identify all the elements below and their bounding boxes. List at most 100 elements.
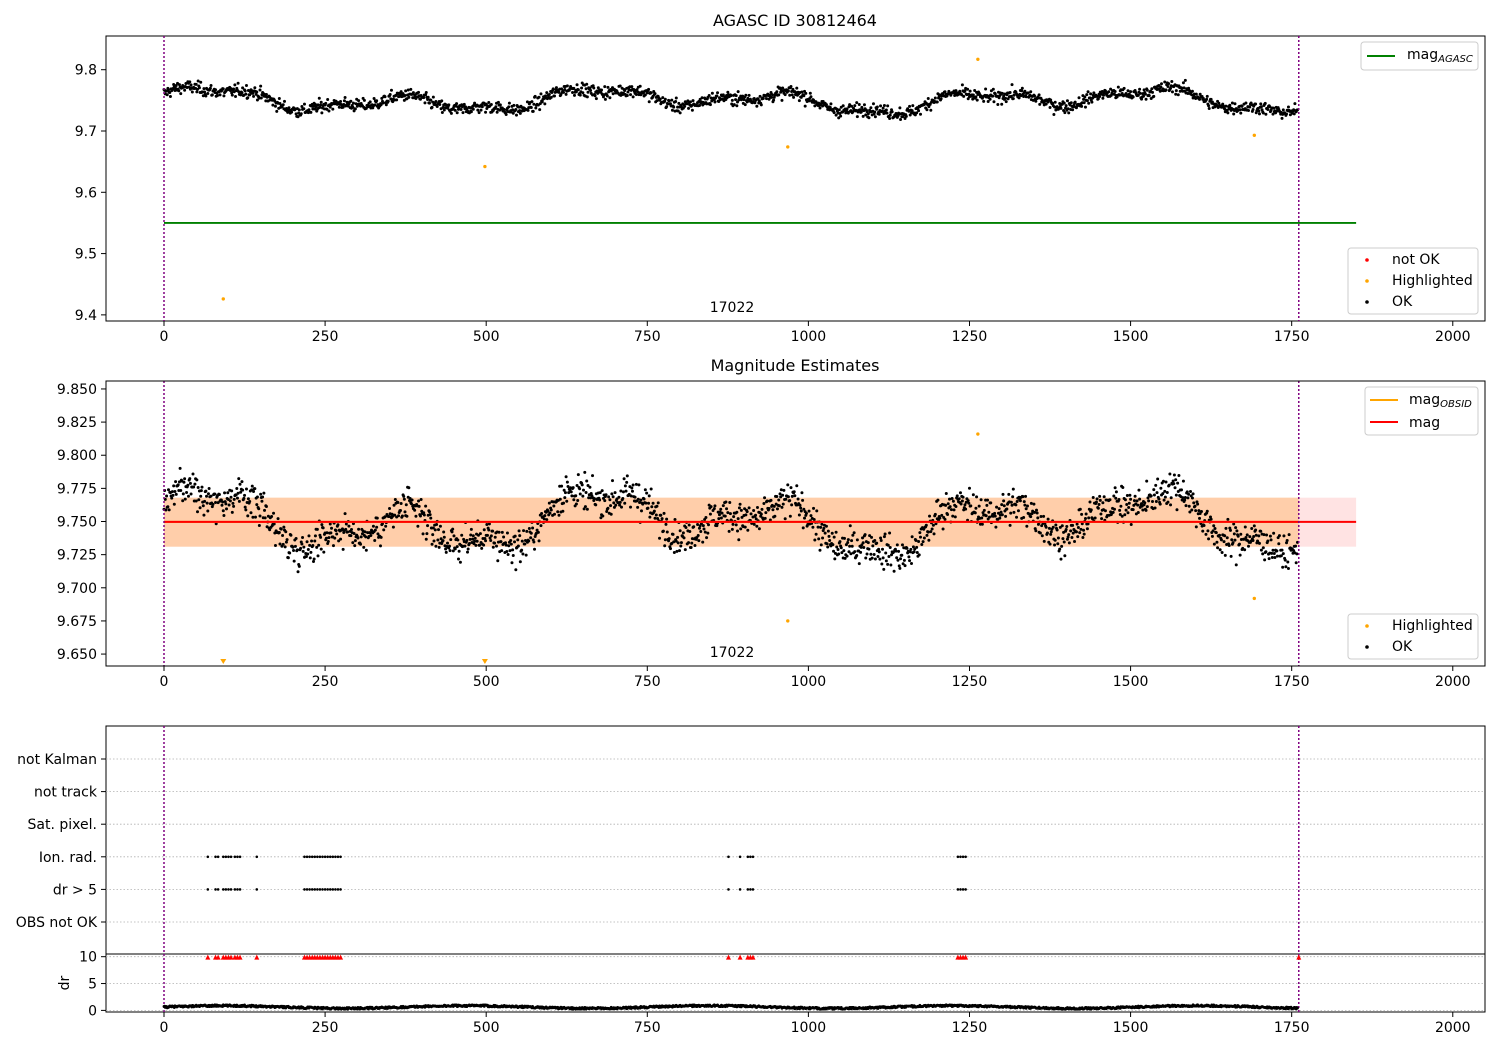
- ok-point: [895, 556, 899, 560]
- ok-point: [982, 99, 986, 103]
- ok-point: [1281, 108, 1285, 112]
- ok-point: [1023, 89, 1027, 93]
- ok-point: [572, 93, 576, 97]
- ok-point: [1083, 516, 1087, 520]
- ok-point: [808, 91, 812, 95]
- ok-point: [588, 86, 592, 90]
- ok-point: [652, 90, 656, 94]
- ok-point: [780, 98, 784, 102]
- ok-point: [232, 497, 236, 501]
- highlighted-point: [976, 57, 980, 61]
- ok-point: [404, 89, 408, 93]
- ok-point: [264, 93, 268, 97]
- ok-point: [754, 517, 758, 521]
- ok-point: [817, 537, 821, 541]
- ok-point: [373, 528, 377, 532]
- legend-label-highlighted: Highlighted: [1392, 618, 1473, 634]
- ok-point: [1132, 499, 1136, 503]
- ok-point: [326, 540, 330, 544]
- legend-lines: magAGASC: [1360, 41, 1479, 71]
- flag-point: [331, 855, 335, 859]
- ok-point: [781, 86, 785, 90]
- ok-point: [1075, 522, 1079, 526]
- ok-point: [608, 96, 612, 100]
- ok-point: [948, 505, 952, 509]
- ok-point: [1123, 498, 1127, 502]
- ok-point: [183, 88, 187, 92]
- ok-point: [384, 524, 388, 528]
- ok-point: [466, 547, 470, 551]
- ok-point: [1052, 113, 1056, 117]
- ok-point: [882, 535, 886, 539]
- ok-point: [1174, 493, 1178, 497]
- ok-point: [1190, 508, 1194, 512]
- ok-point: [981, 511, 985, 515]
- ok-point: [801, 498, 805, 502]
- ok-point: [619, 489, 623, 493]
- ok-point: [353, 539, 357, 543]
- ok-point: [622, 477, 626, 481]
- legend-label-not-ok: not OK: [1392, 252, 1440, 268]
- ok-point: [582, 507, 586, 511]
- ok-point: [933, 512, 937, 516]
- x-tick-label: 1750: [1274, 674, 1310, 690]
- ok-point: [812, 506, 816, 510]
- ok-point: [1049, 530, 1053, 534]
- ok-point: [360, 532, 364, 536]
- ok-point: [199, 494, 203, 498]
- ok-point: [606, 85, 610, 89]
- ok-point: [362, 545, 366, 549]
- ok-point: [504, 543, 508, 547]
- ok-point: [221, 87, 225, 91]
- ok-point: [843, 556, 847, 560]
- ok-point: [315, 527, 319, 531]
- ok-point: [442, 108, 446, 112]
- ok-point: [233, 83, 237, 87]
- ok-point: [689, 546, 693, 550]
- ok-point: [346, 530, 350, 534]
- ok-point: [1280, 548, 1284, 552]
- ok-point: [1152, 488, 1156, 492]
- ok-point: [353, 107, 357, 111]
- ok-point: [165, 494, 169, 498]
- ok-point: [1252, 524, 1256, 528]
- ok-point: [907, 555, 911, 559]
- ok-point: [1012, 510, 1016, 514]
- ok-point: [634, 92, 638, 96]
- ok-point: [231, 501, 235, 505]
- ok-point: [253, 86, 257, 90]
- ok-point: [523, 539, 527, 543]
- highlighted-point: [976, 432, 980, 436]
- ok-point: [463, 544, 467, 548]
- ok-point: [255, 90, 259, 94]
- ok-point: [533, 547, 537, 551]
- ok-point: [1167, 82, 1171, 86]
- ok-point: [170, 490, 174, 494]
- ok-point: [480, 105, 484, 109]
- ok-point: [744, 513, 748, 517]
- ok-point: [334, 529, 338, 533]
- ok-point: [1051, 525, 1055, 529]
- ok-point: [1024, 95, 1028, 99]
- ok-point: [1252, 535, 1256, 539]
- ok-point: [827, 534, 831, 538]
- ok-point: [1029, 501, 1033, 505]
- ok-point: [1071, 108, 1075, 112]
- ok-point: [518, 560, 522, 564]
- ok-point: [563, 88, 567, 92]
- ok-point: [203, 90, 207, 94]
- ok-point: [1070, 536, 1074, 540]
- ok-point: [1254, 102, 1258, 106]
- ok-point: [525, 529, 529, 533]
- highlighted-point: [786, 145, 790, 149]
- ok-point: [321, 526, 325, 530]
- ok-point: [705, 536, 709, 540]
- ok-point: [556, 510, 560, 514]
- ok-point: [297, 108, 301, 112]
- ok-point: [662, 511, 666, 515]
- ok-point: [578, 93, 582, 97]
- ok-point: [554, 86, 558, 90]
- flag-point: [308, 888, 311, 891]
- ok-point: [536, 530, 540, 534]
- ok-point: [291, 545, 295, 549]
